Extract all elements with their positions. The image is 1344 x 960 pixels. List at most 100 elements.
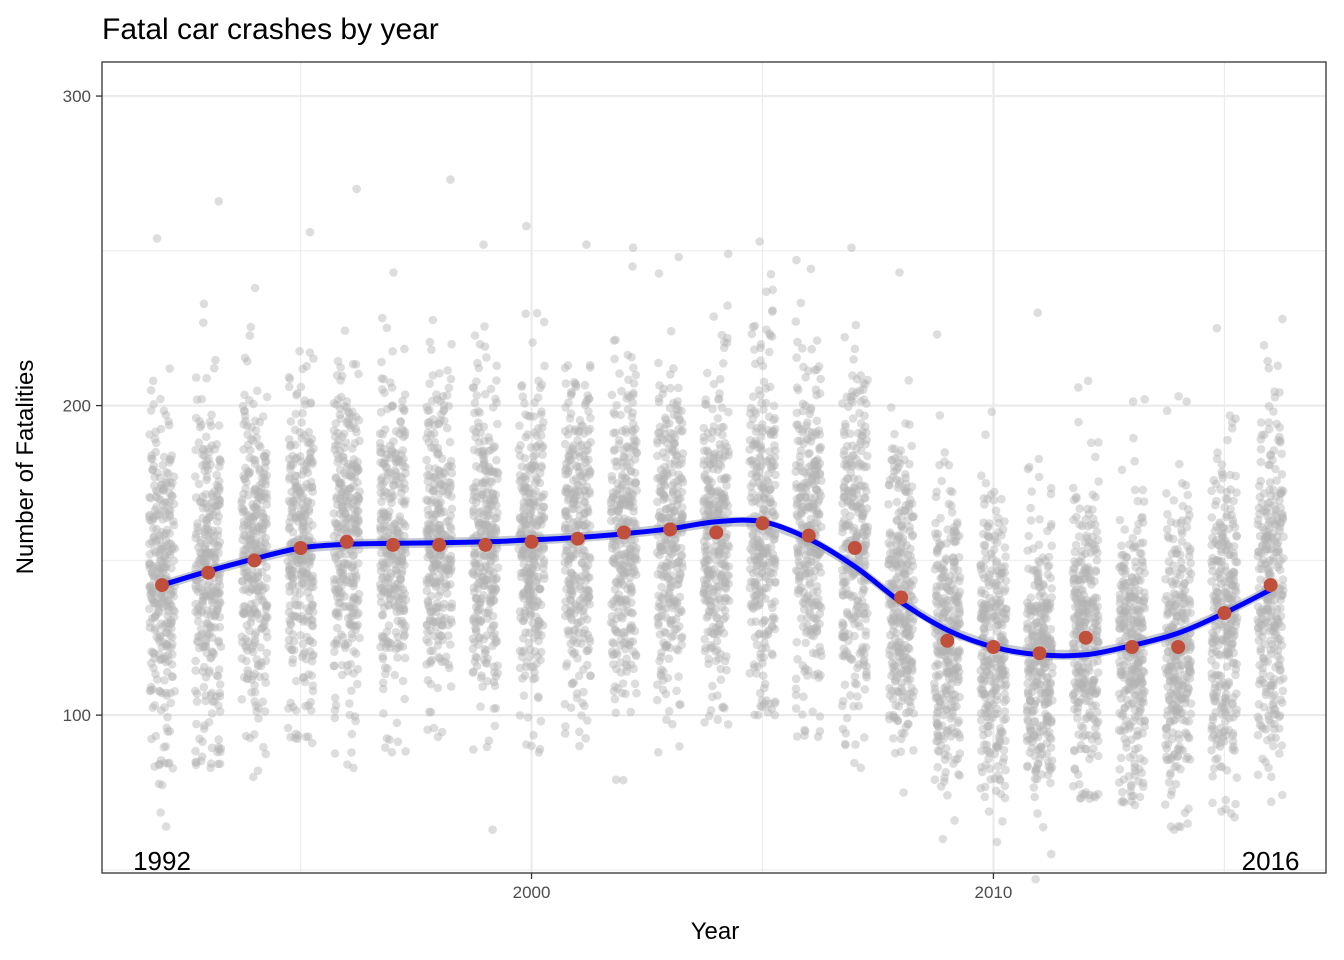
data-point	[798, 622, 808, 631]
data-point	[526, 652, 535, 661]
data-point	[663, 572, 672, 582]
data-point	[244, 468, 253, 478]
data-point	[147, 451, 157, 460]
data-point	[251, 426, 261, 435]
data-point	[205, 535, 214, 545]
data-point	[207, 410, 216, 420]
data-point	[380, 487, 389, 496]
data-point	[380, 743, 390, 752]
data-point	[164, 607, 173, 616]
data-point	[617, 688, 627, 698]
data-point	[349, 481, 358, 491]
data-point	[719, 702, 728, 711]
data-point	[626, 707, 635, 717]
data-point	[758, 427, 767, 436]
data-point	[585, 486, 594, 496]
data-point	[490, 721, 500, 731]
data-point	[428, 646, 437, 656]
data-point	[199, 445, 208, 455]
data-point	[401, 747, 410, 756]
data-point	[197, 394, 207, 404]
data-point	[700, 646, 710, 656]
data-point	[202, 373, 211, 383]
data-point	[861, 602, 870, 612]
data-point	[539, 559, 549, 568]
data-point	[203, 606, 213, 615]
data-point	[331, 700, 341, 710]
data-point	[840, 680, 850, 689]
data-point	[191, 373, 201, 382]
data-point	[214, 735, 223, 744]
data-point	[748, 322, 758, 332]
data-point	[192, 560, 201, 570]
data-point	[303, 588, 313, 597]
data-point	[425, 707, 434, 717]
data-point	[214, 701, 223, 710]
data-point	[145, 623, 155, 632]
data-point	[792, 353, 801, 362]
data-point	[283, 556, 293, 566]
data-point	[338, 452, 348, 461]
data-point	[572, 689, 582, 698]
data-point	[165, 510, 174, 519]
data-point	[212, 671, 222, 680]
data-point	[201, 672, 211, 682]
data-point	[286, 461, 296, 471]
data-point	[344, 420, 354, 430]
data-point	[191, 599, 200, 609]
data-point	[334, 612, 343, 621]
data-point	[838, 696, 848, 706]
data-point	[434, 521, 444, 530]
data-point	[470, 331, 480, 340]
data-point	[214, 542, 223, 551]
data-point	[673, 476, 682, 486]
data-point	[792, 732, 802, 741]
data-point	[379, 572, 388, 582]
data-point	[841, 729, 851, 738]
data-point	[165, 364, 174, 373]
data-point	[442, 589, 452, 598]
data-point	[860, 685, 870, 694]
data-point	[207, 504, 217, 514]
data-point	[203, 630, 212, 640]
data-point	[200, 530, 210, 539]
data-point	[703, 476, 712, 486]
data-point	[491, 575, 501, 584]
data-point	[203, 619, 212, 628]
data-point	[203, 610, 212, 619]
data-point	[855, 408, 864, 418]
data-point	[629, 363, 638, 373]
data-point	[577, 440, 587, 450]
data-point	[624, 518, 633, 527]
data-point	[164, 539, 174, 548]
data-point	[840, 332, 849, 342]
data-point	[146, 386, 156, 395]
data-point	[516, 441, 525, 450]
data-point	[844, 630, 854, 639]
data-point	[375, 429, 385, 438]
data-point	[215, 483, 224, 493]
data-point	[611, 775, 621, 784]
data-point	[211, 548, 220, 557]
data-point	[400, 344, 409, 354]
data-point	[400, 694, 410, 704]
data-point	[610, 445, 620, 454]
data-point	[791, 317, 801, 326]
data-point	[165, 727, 175, 736]
data-point	[202, 549, 211, 558]
data-point	[759, 405, 768, 414]
data-point	[577, 559, 587, 568]
data-point	[209, 697, 219, 706]
data-point	[200, 451, 209, 460]
data-point	[200, 588, 210, 598]
data-point	[198, 579, 207, 588]
data-point	[193, 617, 203, 626]
data-point	[165, 529, 174, 538]
data-point	[154, 649, 164, 659]
data-point	[581, 585, 590, 594]
data-point	[148, 588, 157, 597]
data-point	[154, 603, 163, 612]
data-point	[198, 592, 208, 601]
data-point	[155, 473, 165, 483]
